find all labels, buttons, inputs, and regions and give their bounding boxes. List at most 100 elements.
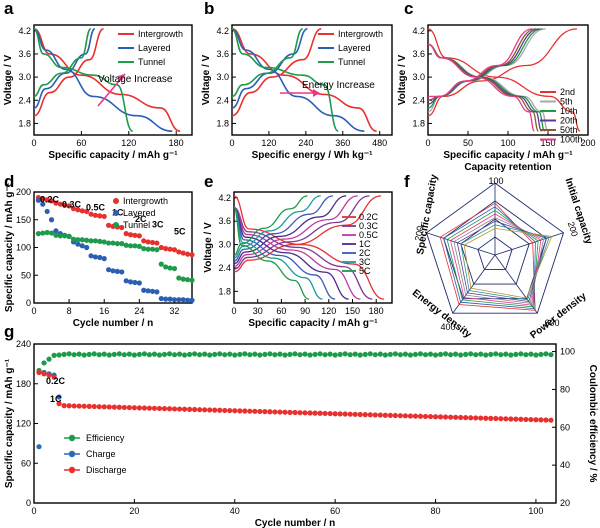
legend-label: 1C	[359, 239, 371, 249]
series-tunnel-charge	[231, 28, 304, 98]
point-discharge	[171, 406, 178, 412]
point-discharge	[533, 417, 539, 423]
point-efficiency	[498, 352, 504, 358]
point-layered	[145, 288, 151, 294]
point-tunnel	[53, 232, 59, 238]
series-3C-discharge	[233, 206, 323, 300]
point-efficiency	[407, 352, 414, 358]
point-discharge	[116, 404, 122, 410]
point-layered	[127, 279, 134, 285]
y-tick-label: 100	[16, 243, 31, 253]
panel-letter-e: e	[204, 172, 213, 191]
point-discharge	[528, 416, 534, 423]
point-discharge	[453, 414, 459, 420]
y-axis-title: Specific capacity / mAh g⁻¹	[4, 358, 15, 488]
point-tunnel	[123, 242, 129, 248]
y-axis-title: Voltage / V	[397, 54, 408, 105]
point-efficiency	[257, 352, 263, 358]
legend-label: 10th	[560, 106, 578, 116]
series-5C-discharge	[233, 206, 310, 300]
point-efficiency	[508, 352, 514, 358]
radar-axis-label: Specific capacity	[415, 173, 440, 255]
radar-tick: 400	[440, 322, 455, 332]
point-discharge	[192, 406, 198, 413]
point-efficiency	[377, 351, 383, 357]
point-efficiency	[282, 352, 288, 358]
point-efficiency	[548, 352, 554, 358]
x-tick-label: 50	[463, 138, 473, 148]
point-discharge	[402, 413, 409, 419]
y-tick-label: 4.2	[218, 193, 231, 203]
point-intergrowth	[167, 246, 173, 252]
point-discharge	[397, 413, 404, 419]
legend-label: 20th	[560, 116, 578, 126]
x-tick-label: 16	[99, 306, 109, 316]
point-efficiency	[503, 351, 509, 357]
point-efficiency	[447, 352, 454, 358]
point-discharge	[76, 403, 82, 409]
point-discharge	[46, 372, 52, 378]
y-tick-label: 1.8	[412, 118, 425, 128]
rate-label: 0.2C	[46, 376, 66, 386]
point-efficiency	[397, 352, 404, 358]
point-efficiency	[302, 351, 308, 357]
panel-a: 0 60 120 180 1.8 2.4 3.0 3.6 4.2 Specific capacit…	[3, 24, 193, 161]
point-efficiency	[362, 351, 368, 358]
panel-f: Specific capacity Initial capacity Power d…	[410, 173, 594, 341]
rate-label: 5C	[174, 227, 186, 237]
point-efficiency	[417, 351, 424, 357]
y-axis-title: Voltage / V	[3, 54, 14, 105]
plot-frame	[233, 191, 393, 304]
radar-axis-label: Initial capacity	[562, 177, 594, 246]
point-efficiency	[478, 351, 484, 357]
point-efficiency	[96, 352, 102, 358]
point-discharge	[272, 409, 278, 415]
point-efficiency	[66, 351, 72, 357]
point-efficiency	[458, 352, 464, 358]
point-efficiency	[197, 352, 203, 358]
x-tick-label: 90	[300, 306, 310, 316]
point-discharge	[71, 403, 77, 409]
point-discharge	[362, 412, 368, 418]
point-intergrowth	[44, 197, 50, 203]
point-discharge	[141, 405, 148, 411]
point-tunnel	[154, 247, 160, 253]
annotation-arrowhead	[313, 89, 320, 97]
y-tick-label: 4.2	[18, 26, 31, 36]
point-discharge	[407, 413, 414, 419]
point-efficiency	[91, 351, 97, 357]
point-layered	[88, 253, 94, 259]
x-tick-label: 0	[31, 306, 36, 316]
point-efficiency	[287, 351, 293, 358]
point-discharge	[51, 374, 57, 380]
x-tick-label: 180	[369, 306, 384, 316]
x-tick-label: 60	[330, 506, 340, 516]
point-intergrowth	[75, 207, 81, 213]
point-discharge	[432, 414, 439, 420]
point-layered	[79, 243, 85, 249]
x-axis-title: Specific capacity / mAh g⁻¹	[443, 150, 573, 161]
point-layered	[101, 256, 107, 262]
point-efficiency	[151, 351, 158, 357]
point-discharge	[538, 417, 544, 423]
point-tunnel	[44, 229, 50, 236]
point-efficiency	[317, 351, 323, 357]
point-discharge	[312, 410, 318, 416]
annotation-arrow	[97, 73, 126, 107]
point-efficiency	[222, 352, 228, 358]
point-layered	[48, 217, 55, 223]
point-discharge	[302, 410, 308, 416]
panel-c: 0 50 100 150 200 1.8 2.4 3.0 3.6 4.2 Specific capa…	[397, 24, 596, 173]
x-tick-label: 60	[276, 306, 286, 316]
point-efficiency	[207, 352, 213, 358]
x-axis-title: Specific capacity / mAh g⁻¹	[248, 318, 378, 329]
y2-tick-label: 100	[560, 347, 575, 357]
point-layered	[119, 269, 125, 275]
point-efficiency	[131, 352, 137, 358]
point-intergrowth	[101, 213, 107, 220]
point-intergrowth	[136, 233, 142, 239]
series-3C-charge	[233, 195, 321, 259]
point-tunnel	[48, 230, 55, 236]
legend-label: 100th	[560, 135, 583, 145]
point-discharge	[377, 412, 383, 418]
